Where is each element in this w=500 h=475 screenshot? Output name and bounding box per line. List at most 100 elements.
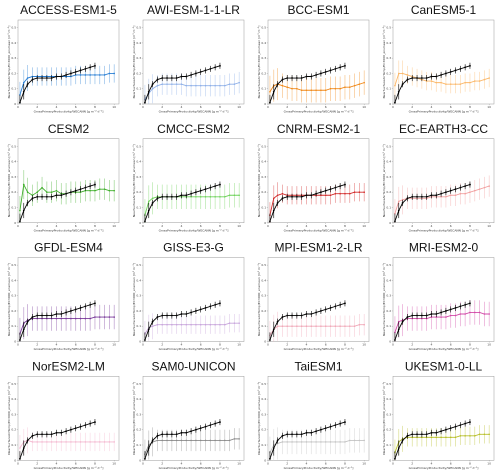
y-axis-label: NearSurfaceAirTemp/EC3000_ensmean [m³ m⁻… — [257, 26, 261, 99]
plot-frame — [267, 257, 370, 342]
model-point — [469, 435, 471, 437]
reference-point — [295, 314, 298, 317]
y-tick-label: 0.4 — [136, 160, 141, 164]
model-point — [46, 441, 48, 443]
model-point — [103, 188, 106, 190]
reference-point — [84, 67, 87, 70]
reference-point — [286, 77, 289, 79]
reference-point — [74, 308, 77, 311]
model-point — [190, 323, 192, 326]
model-point — [473, 435, 476, 437]
model-point — [190, 439, 192, 442]
model-point — [204, 439, 207, 442]
plot-frame — [267, 19, 370, 105]
reference-point — [310, 313, 313, 315]
model-point — [70, 317, 72, 320]
model-point — [445, 436, 447, 439]
model-point — [483, 78, 486, 81]
y-tick-label: 0.2 — [11, 309, 16, 313]
model-point — [219, 323, 221, 326]
x-axis-label: GrossPrimaryProductivity/WECANN [g m⁻² d… — [409, 110, 479, 114]
model-point — [228, 322, 231, 324]
plot-area — [394, 300, 490, 342]
model-point — [300, 441, 303, 443]
model-point — [74, 317, 77, 320]
model-point — [36, 441, 39, 443]
reference-point — [74, 189, 77, 192]
model-point — [286, 441, 289, 443]
model-point — [473, 311, 476, 314]
model-point — [180, 323, 183, 326]
y-tick-label: 0.1 — [261, 443, 266, 447]
reference-point — [276, 83, 279, 86]
x-tick-label: 0 — [142, 105, 144, 109]
y-tick-label: 0.1 — [136, 205, 141, 209]
x-tick-label: 6 — [200, 461, 202, 465]
model-point — [60, 317, 63, 320]
reference-point — [406, 197, 409, 200]
panel-title: MRI-ESM2-0 — [409, 241, 479, 255]
x-tick-label: 6 — [450, 343, 452, 347]
model-point — [348, 325, 351, 328]
y-tick-label: 0.1 — [11, 443, 16, 447]
reference-point — [295, 433, 298, 436]
reference-point — [60, 75, 63, 78]
model-point — [108, 441, 111, 443]
model-point — [185, 323, 188, 326]
reference-point — [291, 433, 293, 436]
reference-point — [41, 77, 43, 79]
reference-point — [55, 431, 58, 434]
panel: ACCESS-ESM1-50 2 4 6 8 1000.10.20.30.40.5Gros… — [7, 3, 120, 114]
x-tick-label: 4 — [306, 224, 308, 228]
y-tick-label: 0.3 — [11, 175, 16, 179]
y-tick-label: 0.4 — [11, 278, 16, 282]
model-point — [440, 316, 442, 318]
y-tick-label: 0.3 — [136, 175, 141, 179]
model-point — [214, 323, 216, 326]
x-tick-label: 2 — [411, 224, 413, 228]
model-point — [65, 441, 67, 443]
y-axis-label: NearSurfaceAirTemp/EC3000_ensmean [m³ m⁻… — [382, 263, 386, 336]
model-point — [320, 89, 322, 92]
plot-frame — [392, 138, 495, 223]
reference-point — [170, 314, 173, 317]
plot-area — [269, 419, 365, 461]
model-point — [31, 194, 34, 197]
x-tick-label: 0 — [142, 461, 144, 465]
model-point — [334, 87, 337, 90]
model-point — [108, 189, 111, 192]
y-tick-label: 0.2 — [136, 190, 141, 194]
reference-point — [26, 83, 29, 86]
model-point — [315, 441, 317, 443]
reference-point — [45, 77, 48, 79]
reference-point — [84, 424, 87, 427]
plot-frame — [17, 138, 120, 223]
reference-point — [464, 66, 467, 69]
x-axis-label: GrossPrimaryProductivity/WECANN [g m⁻² d… — [409, 347, 479, 351]
y-tick-label: 0.3 — [136, 56, 141, 60]
reference-point — [147, 447, 150, 449]
reference-point — [199, 308, 202, 311]
y-tick-label: 0.5 — [11, 144, 16, 148]
model-point — [473, 80, 476, 82]
model-point — [180, 439, 183, 442]
model-point — [339, 192, 341, 195]
model-point — [339, 87, 341, 90]
x-tick-label: 6 — [75, 224, 77, 228]
x-axis-label: GrossPrimaryProductivity/WECANN [g m⁻² d… — [284, 466, 354, 470]
x-axis-label: GrossPrimaryProductivity/WECANN [g m⁻² d… — [284, 228, 354, 232]
reference-point — [89, 66, 92, 69]
y-axis-label: NearSurfaceAirTemp/EC3000_ensmean [m³ m⁻… — [7, 26, 11, 99]
model-point — [55, 441, 58, 443]
y-tick-label: 0 — [389, 221, 391, 225]
x-tick-label: 10 — [362, 105, 366, 109]
x-axis-label: GrossPrimaryProductivity/WECANN [g m⁻² d… — [284, 347, 354, 351]
x-tick-label: 6 — [325, 461, 327, 465]
y-tick-label: 0.1 — [386, 443, 391, 447]
reference-point — [65, 430, 67, 433]
x-tick-label: 0 — [392, 105, 394, 109]
panel: CanESM5-10 2 4 6 8 1000.10.20.30.40.5GrossPri… — [382, 3, 495, 114]
model-point — [406, 74, 409, 76]
plot-area — [144, 62, 240, 104]
reference-point — [440, 311, 442, 314]
